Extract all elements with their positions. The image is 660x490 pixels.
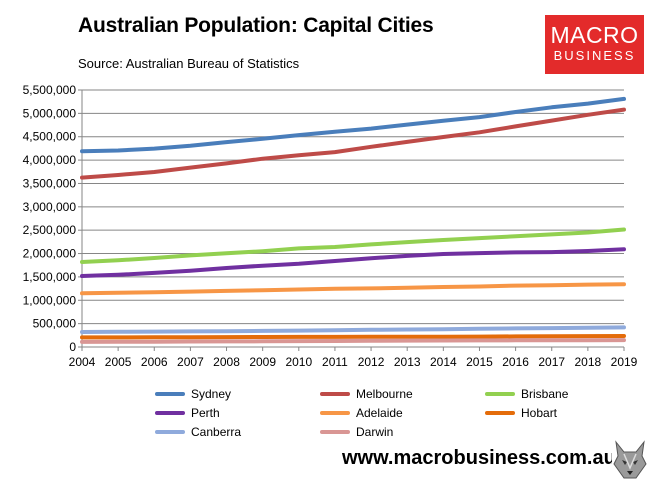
legend-item-adelaide: Adelaide — [320, 405, 485, 420]
y-tick-label: 5,000,000 — [23, 106, 77, 120]
wolf-head-icon — [612, 438, 648, 480]
y-tick-label: 1,000,000 — [23, 293, 77, 307]
series-line-canberra — [80, 325, 626, 334]
x-tick-label: 2005 — [105, 355, 132, 369]
y-tick-label: 3,000,000 — [23, 200, 77, 214]
x-tick-label: 2019 — [611, 355, 638, 369]
x-tick-label: 2008 — [213, 355, 240, 369]
x-tick-label: 2015 — [466, 355, 493, 369]
y-tick-label: 1,500,000 — [23, 270, 77, 284]
y-tick-label: 5,500,000 — [23, 83, 77, 97]
legend-swatch — [155, 391, 185, 396]
series-line-brisbane — [80, 227, 626, 264]
legend-swatch — [155, 429, 185, 434]
legend-item-perth: Perth — [155, 405, 320, 420]
x-tick-label: 2013 — [394, 355, 421, 369]
legend-swatch — [485, 410, 515, 415]
x-tick-label: 2004 — [69, 355, 96, 369]
legend-swatch — [320, 410, 350, 415]
x-tick-label: 2006 — [141, 355, 168, 369]
legend-label: Canberra — [191, 424, 242, 439]
y-tick-label: 2,500,000 — [23, 223, 77, 237]
series-line-darwin — [80, 338, 626, 344]
legend-label: Brisbane — [521, 386, 569, 401]
x-tick-label: 2016 — [502, 355, 529, 369]
series-line-melbourne — [80, 107, 626, 180]
legend-item-brisbane: Brisbane — [485, 386, 575, 401]
legend-swatch — [155, 410, 185, 415]
legend-item-sydney: Sydney — [155, 386, 320, 401]
y-tick-label: 4,000,000 — [23, 153, 77, 167]
chart-source: Source: Australian Bureau of Statistics — [78, 56, 300, 71]
legend-swatch — [320, 391, 350, 396]
chart-legend: Sydney Melbourne Brisbane Perth Adelaide Hoba… — [155, 386, 568, 439]
logo-line-1: MACRO — [550, 22, 639, 48]
chart-title: Australian Population: Capital Cities — [78, 14, 434, 37]
legend-swatch — [485, 391, 515, 396]
x-tick-label: 2010 — [285, 355, 312, 369]
y-tick-label: 2,000,000 — [23, 247, 77, 261]
series-line-hobart — [80, 334, 626, 340]
legend-item-darwin: Darwin — [320, 424, 485, 439]
y-tick-label: 500,000 — [33, 317, 77, 331]
x-tick-label: 2009 — [249, 355, 276, 369]
macrobusiness-logo[interactable]: MACRO BUSINESS — [545, 15, 644, 74]
x-tick-label: 2017 — [538, 355, 565, 369]
x-tick-label: 2007 — [177, 355, 204, 369]
legend-label: Sydney — [191, 386, 232, 401]
series-line-adelaide — [80, 282, 626, 296]
x-tick-label: 2014 — [430, 355, 457, 369]
series-line-perth — [80, 247, 626, 278]
legend-swatch — [320, 429, 350, 434]
legend-item-hobart: Hobart — [485, 405, 575, 420]
legend-label: Adelaide — [356, 405, 403, 420]
y-tick-label: 3,500,000 — [23, 176, 77, 190]
legend-item-canberra: Canberra — [155, 424, 320, 439]
legend-label: Darwin — [356, 424, 394, 439]
website-url[interactable]: www.macrobusiness.com.au — [342, 447, 616, 469]
legend-label: Melbourne — [356, 386, 413, 401]
series-line-sydney — [80, 96, 626, 154]
legend-label: Perth — [191, 405, 220, 420]
x-tick-label: 2012 — [358, 355, 385, 369]
x-tick-label: 2011 — [322, 355, 348, 369]
legend-label: Hobart — [521, 405, 558, 420]
y-tick-label: 0 — [69, 340, 76, 354]
y-tick-label: 4,500,000 — [23, 130, 77, 144]
legend-item-melbourne: Melbourne — [320, 386, 485, 401]
x-tick-label: 2018 — [575, 355, 602, 369]
logo-line-2: BUSINESS — [553, 48, 636, 63]
